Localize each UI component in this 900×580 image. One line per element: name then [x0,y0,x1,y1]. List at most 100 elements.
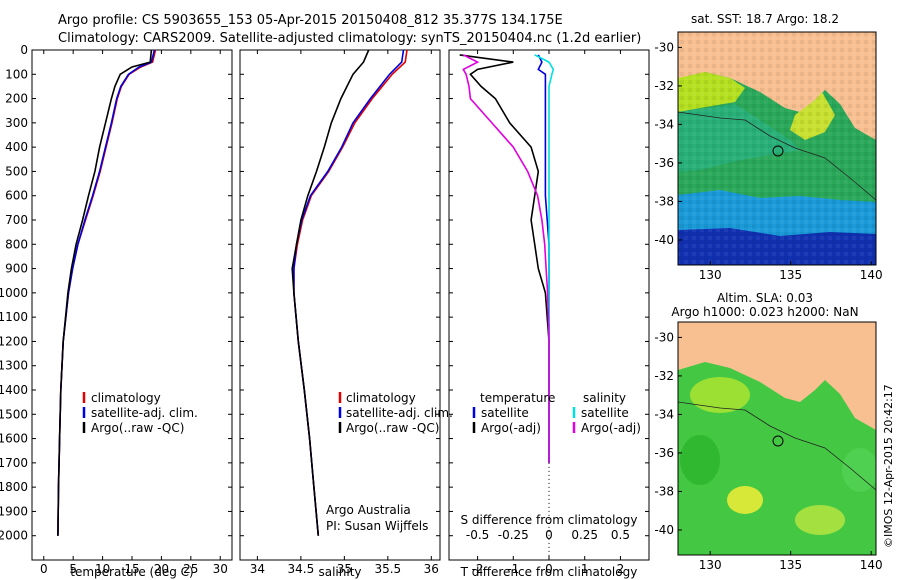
map-x-tick-label: 130 [699,558,722,572]
depth-tick-label: 1500 [0,407,28,421]
legend-s-sat-label: satellite [581,406,629,420]
header-line2: Climatology: CARS2009. Satellite-adjuste… [58,31,641,46]
sla-map [678,322,876,555]
map-y-tick-label: -38 [654,194,674,208]
texture [678,32,876,265]
series-line-argo-raw-qc- [291,49,370,536]
header-line1: Argo profile: CS 5903655_153 05-Apr-2015… [58,13,563,28]
map-y-tick-label: -40 [654,523,674,537]
temp-x-tick-label: 5 [69,562,77,576]
salt-x-tick-label: 34 [250,562,265,576]
sla-anomaly [727,486,763,514]
map-y-tick-label: -36 [654,156,674,170]
sst-map-frame [677,31,877,266]
temp-x-tick-label: 0 [40,562,48,576]
argo-note-2: PI: Susan Wijffels [326,519,428,533]
depth-tick-label: 200 [5,92,28,106]
sla-anomaly [680,435,720,485]
isobath [678,111,876,201]
depth-tick-label: 2000 [0,529,28,543]
isobath [678,401,876,491]
depth-tick-label: 1700 [0,456,28,470]
depth-tick-label: 1100 [0,310,28,324]
diff-x-tick-label: 2 [617,562,625,576]
salinity-panel [239,49,441,561]
depth-tick-label: 500 [5,164,28,178]
temp-x-tick-label: 20 [154,562,169,576]
depth-tick-label: 700 [5,213,28,227]
temp-x-tick-label: 10 [95,562,110,576]
sla-map-frame [677,321,877,556]
temperature-legend: climatology satellite-adj. clim. Argo(..… [82,391,198,435]
diff-x-tick-label: 1 [581,562,589,576]
map-y-tick-label: -30 [654,40,674,54]
float-marker [772,435,784,447]
sla-map-title2: Argo h1000: 0.023 h2000: NaN [671,305,858,319]
temp-x-tick-label: 15 [124,562,139,576]
salinity-axes [239,49,441,561]
depth-tick-label: 1300 [0,359,28,373]
difference-legend: temperature salinity satellite satellite… [472,391,641,435]
map-x-tick-label: 135 [779,558,802,572]
depth-tick-label: 900 [5,262,28,276]
s-diff-label: S difference from climatology [461,513,638,527]
series-line-salinity-argo-adj- [462,54,550,463]
legend-temp-head: temperature [480,391,555,405]
salinity-legend: climatology satellite-adj. clim. Argo(..… [326,391,453,533]
legend-argo-label: Argo(..raw -QC) [346,421,439,435]
depth-tick-label: 400 [5,140,28,154]
legend-sat-label: satellite-adj. clim. [91,406,198,420]
map-x-tick-label: 140 [860,268,883,282]
depth-tick-label: 600 [5,189,28,203]
legend-t-sat-label: satellite [481,406,529,420]
map-y-tick-label: -32 [654,369,674,383]
depth-tick-label: 300 [5,116,28,130]
series-line-argo-raw-qc- [57,49,153,536]
map-y-tick-label: -40 [654,233,674,247]
legend-salt-head: salinity [583,391,626,405]
sla-anomaly [690,377,750,413]
depth-tick-label: 100 [5,67,28,81]
map-ticks: 130 135 140 -30 -32 -34 -36 -38 -40 130 135 140 -30 -… [654,40,882,572]
float-marker [772,145,784,157]
salinity-xlabel: salinity [318,565,361,579]
salt-x-tick-label: 34.5 [288,562,315,576]
map-y-tick-label: -32 [654,79,674,93]
profile-lines [57,49,555,536]
diff-x-tick-label: 0 [545,562,553,576]
depth-tick-label: 1600 [0,432,28,446]
salt-x-tick-label: 35.5 [374,562,401,576]
legend-argo-label: Argo(..raw -QC) [91,421,184,435]
sst-map [678,32,876,265]
diff-x-tick-label: -1 [507,562,519,576]
depth-ticks: 0 100 200 300 400 500 600 700 800 900 1000 1100 1200… [0,43,649,543]
legend-sat-label: satellite-adj. clim. [346,406,453,420]
argo-note-1: Argo Australia [326,503,411,517]
depth-tick-label: 1900 [0,504,28,518]
s-diff-tick-label: 0.5 [611,528,630,542]
diff-x-tick-label: -2 [472,562,484,576]
temperature-axes [31,49,233,561]
depth-tick-label: 0 [20,43,28,57]
legend-s-argo-label: Argo(-adj) [581,421,641,435]
salt-x-tick-label: 36 [424,562,439,576]
sla-anomaly [842,448,876,492]
salt-x-tick-label: 35 [337,562,352,576]
t-diff-xlabel: T difference from climatology [460,565,638,579]
s-diff-tick-label: -0.25 [498,528,529,542]
map-x-tick-label: 135 [779,268,802,282]
temperature-panel [31,49,233,561]
map-y-tick-label: -30 [654,330,674,344]
legend-t-argo-label: Argo(-adj) [481,421,541,435]
map-y-tick-label: -34 [654,117,674,131]
depth-tick-label: 1200 [0,334,28,348]
map-y-tick-label: -38 [654,484,674,498]
depth-tick-label: 1000 [0,286,28,300]
sst-map-title: sat. SST: 18.7 Argo: 18.2 [691,12,839,26]
legend-clim-label: climatology [91,391,161,405]
sla-map-title1: Altim. SLA: 0.03 [717,291,813,305]
watermark: ©IMOS 12-Apr-2015 20:42:17 [882,384,895,548]
map-y-tick-label: -36 [654,446,674,460]
map-x-tick-label: 140 [860,558,883,572]
